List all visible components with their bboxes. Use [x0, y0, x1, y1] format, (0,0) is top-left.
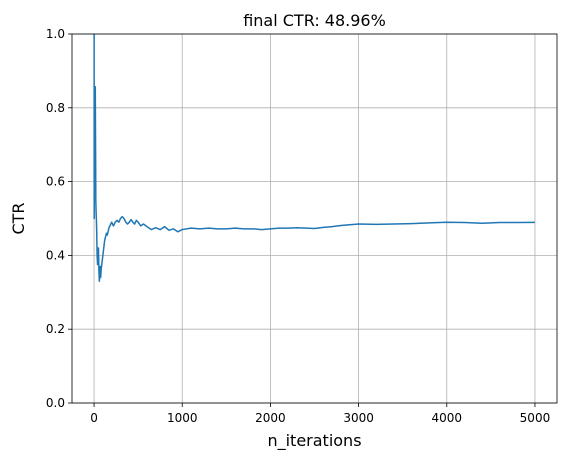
grid: [72, 33, 557, 404]
y-tick-label: 0.6: [46, 175, 65, 189]
x-tick-label: 5000: [520, 411, 551, 425]
x-tick-label: 1000: [167, 411, 198, 425]
plot-frame: [71, 33, 558, 404]
series-layer: [93, 34, 535, 282]
x-tick-label: 2000: [255, 411, 286, 425]
x-tick-label: 3000: [343, 411, 374, 425]
y-tick-label: 0.0: [46, 396, 65, 410]
x-tick-label: 0: [90, 411, 98, 425]
chart-title: final CTR: 48.96%: [243, 11, 386, 30]
x-axis-label: n_iterations: [267, 431, 361, 451]
y-tick-label: 0.8: [46, 101, 65, 115]
axis-ticks: 0 1000 2000 3000 4000 5000 0.0 0.2 0.4 0.6 0.8 1.0: [46, 27, 550, 425]
y-tick-label: 0.2: [46, 322, 65, 336]
y-axis-label: CTR: [9, 202, 28, 234]
x-tick-label: 4000: [431, 411, 462, 425]
ctr-series-line: [93, 34, 535, 282]
y-tick-label: 0.4: [46, 248, 65, 262]
y-tick-label: 1.0: [46, 27, 65, 41]
